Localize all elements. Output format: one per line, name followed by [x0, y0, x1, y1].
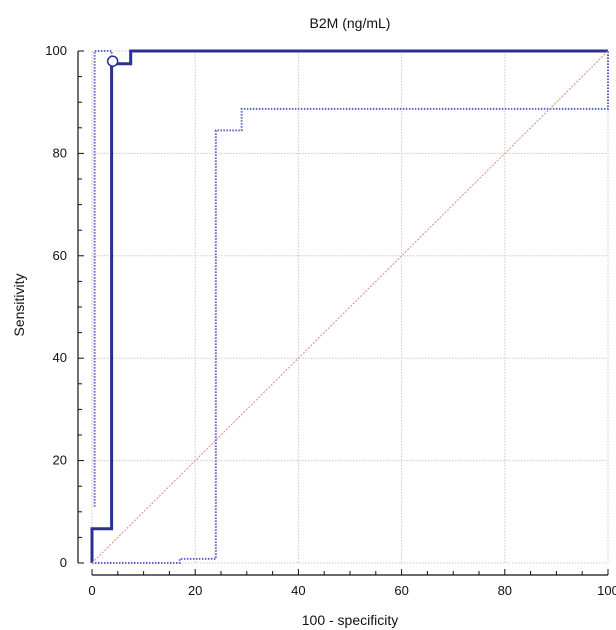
series-ci-lower [92, 51, 609, 564]
y-tick-label: 20 [53, 453, 67, 468]
x-tick-label: 60 [394, 583, 408, 598]
series-ci-upper [93, 50, 113, 507]
axes [77, 51, 608, 576]
series-layer [90, 49, 609, 564]
x-tick-label: 0 [88, 583, 95, 598]
y-tick-label: 80 [53, 145, 67, 160]
series-reference-diagonal [91, 50, 609, 564]
tick-marks: 0 20 40 60 80 100 0 20 40 60 80 100 [45, 43, 616, 598]
x-tick-label: 80 [498, 583, 512, 598]
x-tick-label: 100 [597, 583, 616, 598]
y-tick-label: 0 [60, 555, 67, 570]
x-axis-title: 100 - specificity [302, 612, 398, 628]
criterion-point-marker [106, 55, 119, 67]
chart-title: B2M (ng/mL) [310, 15, 391, 31]
x-tick-label: 40 [291, 583, 305, 598]
y-tick-label: 40 [53, 350, 67, 365]
y-tick-label: 60 [53, 248, 67, 263]
y-axis-title: Sensitivity [11, 273, 27, 336]
x-tick-label: 20 [188, 583, 202, 598]
y-tick-label: 100 [45, 43, 67, 58]
